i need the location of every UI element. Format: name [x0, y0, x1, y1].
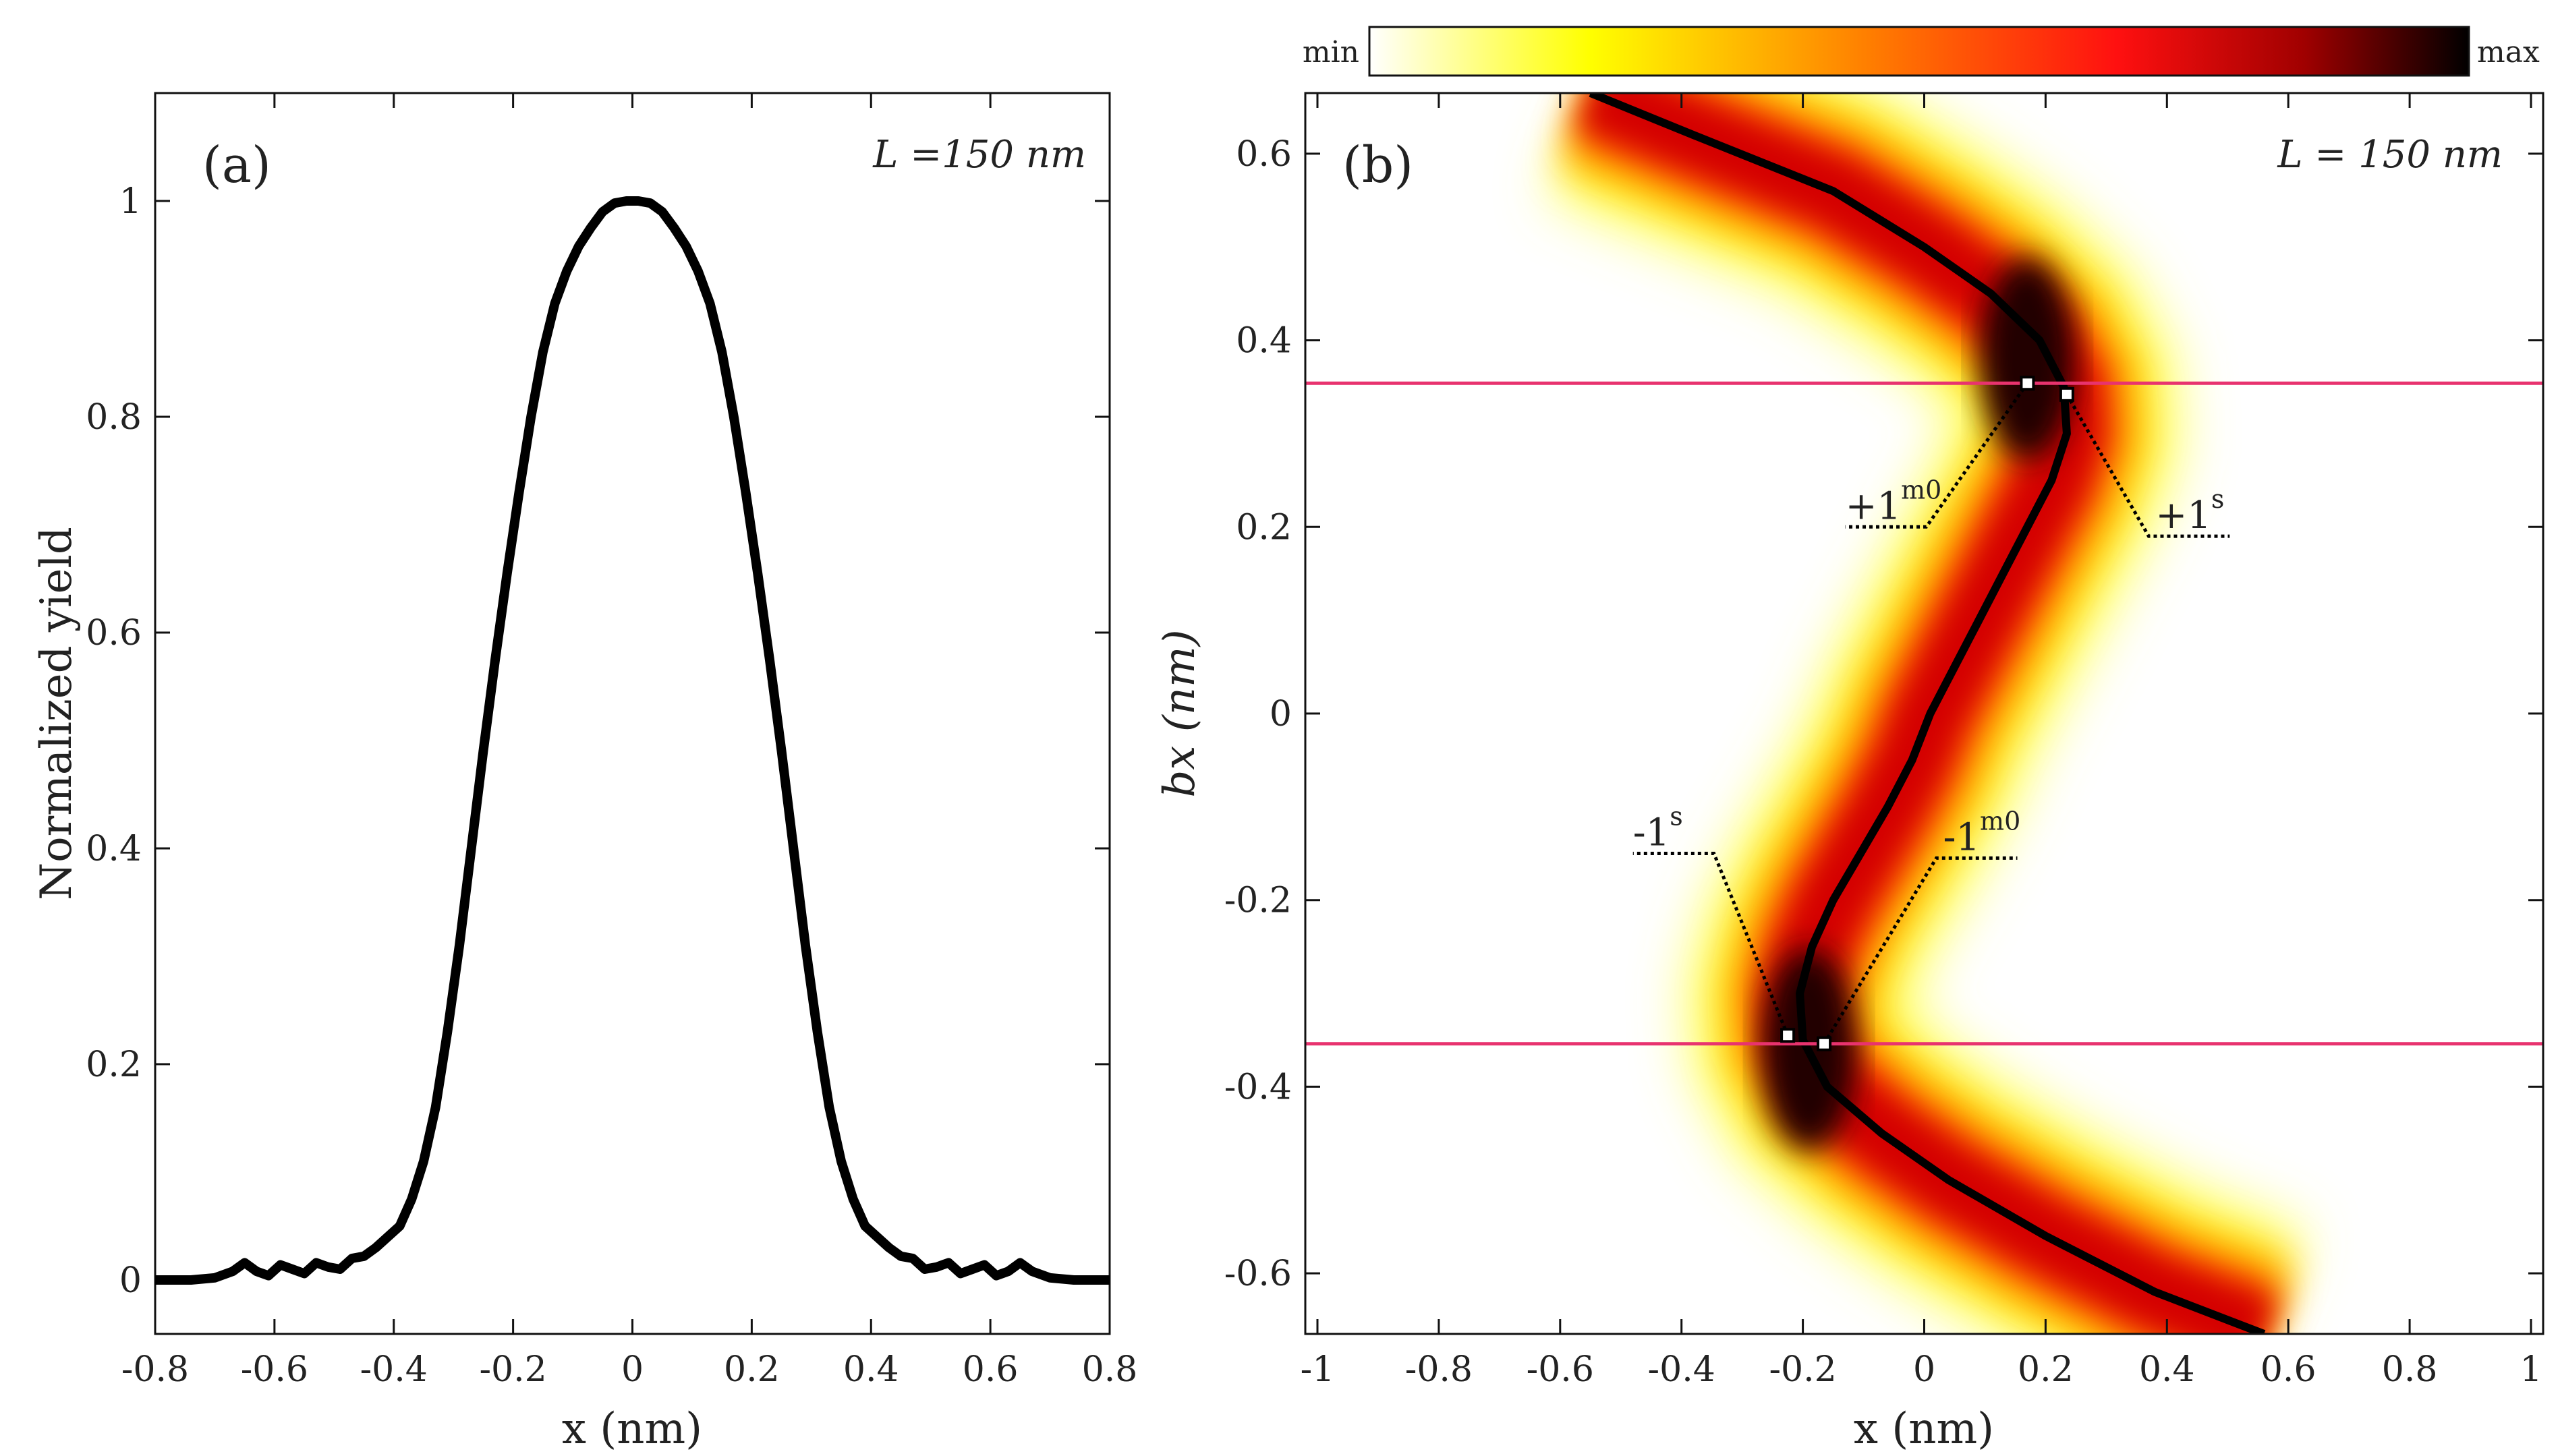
x-tick-label: 0.4 [843, 1349, 899, 1390]
y-tick-label: -0.2 [1224, 881, 1292, 921]
x-tick-label: -0.4 [1648, 1349, 1715, 1390]
marker-leader [1632, 852, 1790, 1037]
marker-point [2059, 386, 2074, 402]
panel-b-xlabel: x (nm) [1854, 1404, 1994, 1454]
x-tick-label: -0.2 [1769, 1349, 1836, 1390]
x-tick-label: 0.6 [963, 1349, 1019, 1390]
x-tick-label: -1 [1301, 1349, 1335, 1390]
x-tick-label: 1 [2520, 1349, 2542, 1390]
panel-a-frame [154, 92, 1111, 1335]
x-tick-label: 0 [621, 1349, 644, 1390]
markers: +1m0+1s-1s -1m0 [1632, 376, 2230, 1051]
yield-line [155, 196, 1110, 1285]
y-tick-label: 0.6 [1236, 134, 1292, 175]
x-tick-label: -0.4 [360, 1349, 428, 1390]
marker-label: +1m0 [1846, 475, 1942, 528]
panel-b-ticks: -1 -0.8 -0.6 -0.4 -0.2 0 0.2 0.4 0.6 0.8 1 -0.6 -0.4… [1224, 93, 2543, 1390]
panel-b-ylabel: bx (nm) [1155, 629, 1205, 797]
y-tick-label: 0.8 [86, 397, 142, 438]
x-tick-label: 0.8 [1082, 1349, 1138, 1390]
marker-label: +1s [2155, 484, 2224, 537]
panel-a-annotation: L =150 nm [872, 133, 1086, 177]
y-tick-label: -0.6 [1224, 1254, 1292, 1294]
marker-label-main: -1 [1633, 811, 1670, 855]
colorbar-min-label: min [1303, 35, 1359, 69]
marker-point [1780, 1028, 1796, 1043]
marker-label: -1s [1633, 802, 1683, 855]
x-tick-label: 0.6 [2260, 1349, 2316, 1390]
marker-label: -1m0 [1943, 806, 2020, 859]
x-tick-label: -0.6 [1527, 1349, 1594, 1390]
marker-label-main: -1 [1943, 815, 1980, 859]
marker-label-main: +1 [2155, 494, 2211, 537]
panel-a-xlabel: x (nm) [562, 1404, 702, 1454]
marker-label-sup: m0 [1980, 806, 2020, 836]
center-curve [1589, 93, 2266, 1334]
y-tick-label: 0.4 [86, 829, 142, 869]
y-tick-label: 0.4 [1236, 321, 1292, 361]
colorbar [1368, 26, 2470, 77]
y-tick-label: 0.2 [86, 1045, 142, 1085]
marker-point [1817, 1036, 1832, 1051]
x-tick-label: 0.2 [2018, 1349, 2074, 1390]
marker-point [2020, 376, 2035, 391]
panel-a-label: (a) [202, 136, 271, 194]
marker-label-sup: s [2211, 484, 2225, 514]
marker-leader [1822, 856, 2018, 1045]
marker-leader [1845, 382, 2029, 529]
panel-b: -1 -0.8 -0.6 -0.4 -0.2 0 0.2 0.4 0.6 0.8 1 -0.6 -0.4… [1155, 26, 2544, 1454]
y-tick-label: 0 [1270, 694, 1292, 734]
x-tick-label: -0.2 [479, 1349, 546, 1390]
x-tick-label: 0.4 [2139, 1349, 2195, 1390]
marker-label-sup: m0 [1901, 475, 1941, 504]
marker-leader [2065, 393, 2230, 538]
y-tick-label: 0.6 [86, 613, 142, 653]
x-tick-label: -0.8 [1405, 1349, 1473, 1390]
y-tick-label: 0 [119, 1260, 142, 1301]
x-tick-label: 0.2 [724, 1349, 780, 1390]
panel-a: -0.8 -0.6 -0.4 -0.2 0 0.2 0.4 0.6 0.8 0 0.2 0.4 0.6 0… [32, 92, 1137, 1454]
marker-label-sup: s [1670, 802, 1683, 832]
marker-label-main: +1 [1846, 484, 1902, 528]
y-tick-label: 1 [119, 181, 142, 222]
y-tick-label: -0.4 [1224, 1067, 1292, 1107]
panel-b-annotation: L = 150 nm [2277, 133, 2503, 177]
panel-a-ticks: -0.8 -0.6 -0.4 -0.2 0 0.2 0.4 0.6 0.8 0 0.2 0.4 0.6 0… [86, 93, 1137, 1390]
colorbar-max-label: max [2477, 35, 2540, 69]
panel-a-ylabel: Normalized yield [32, 527, 82, 900]
x-tick-label: -0.6 [241, 1349, 308, 1390]
x-tick-label: -0.8 [121, 1349, 189, 1390]
x-tick-label: 0.8 [2382, 1349, 2438, 1390]
panel-b-label: (b) [1342, 136, 1413, 194]
horizontal-lines [1305, 381, 2543, 1046]
x-tick-label: 0 [1913, 1349, 1935, 1390]
y-tick-label: 0.2 [1236, 507, 1292, 548]
